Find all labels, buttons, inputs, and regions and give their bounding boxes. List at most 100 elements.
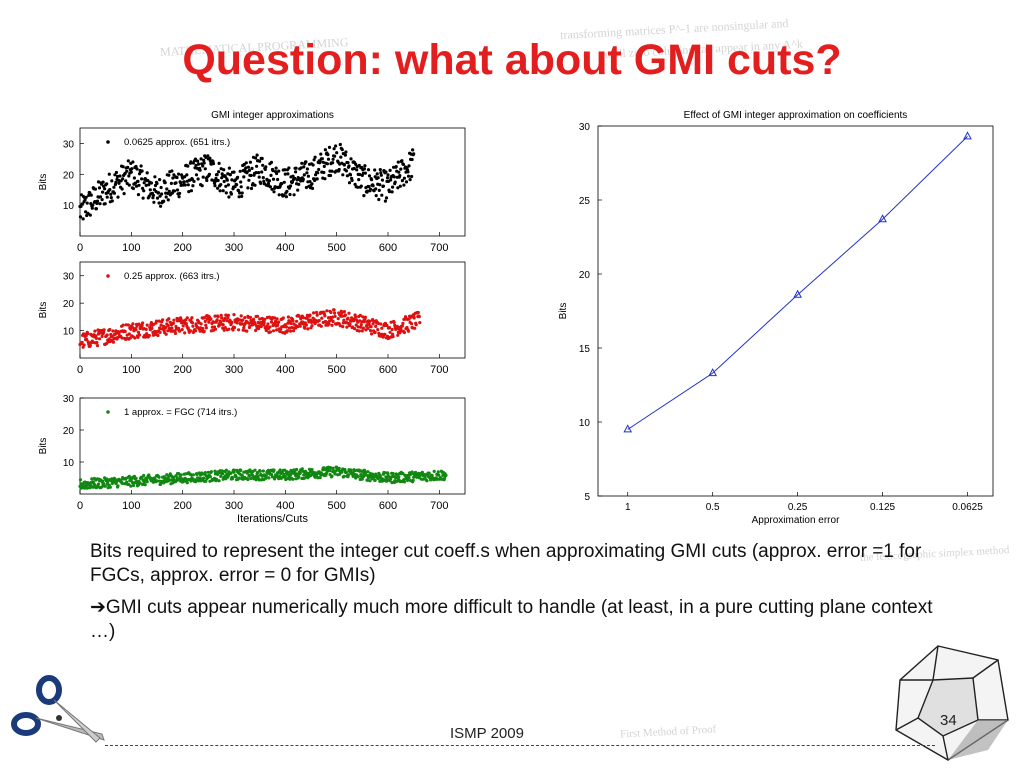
data-point xyxy=(202,161,206,165)
data-point xyxy=(338,324,342,328)
data-point xyxy=(223,326,227,330)
data-point xyxy=(389,178,393,182)
data-point xyxy=(79,193,84,197)
data-point xyxy=(318,475,322,480)
data-point xyxy=(248,160,252,164)
data-point xyxy=(380,332,384,336)
y-tick-label: 10 xyxy=(63,458,75,469)
data-point xyxy=(263,167,267,171)
data-point xyxy=(406,329,411,333)
data-point xyxy=(423,475,427,479)
data-point xyxy=(320,157,324,161)
data-point xyxy=(288,184,293,188)
data-point xyxy=(364,473,368,477)
data-point xyxy=(177,472,181,476)
data-point xyxy=(359,184,363,188)
data-point xyxy=(341,325,345,329)
data-point xyxy=(305,167,309,171)
data-point xyxy=(401,321,405,325)
data-point xyxy=(191,184,195,188)
data-point xyxy=(369,325,373,329)
data-point xyxy=(155,479,159,483)
data-point xyxy=(274,166,278,170)
data-point xyxy=(244,166,248,170)
data-point xyxy=(273,316,277,320)
data-point xyxy=(357,329,361,333)
data-point xyxy=(239,185,243,189)
plot-frame xyxy=(597,125,994,497)
data-point xyxy=(343,153,347,157)
data-point xyxy=(332,308,336,312)
x-tick-label: 600 xyxy=(379,242,397,254)
data-point xyxy=(95,199,100,203)
data-point xyxy=(219,313,223,317)
data-point xyxy=(290,325,294,330)
data-point xyxy=(363,315,367,319)
data-point xyxy=(326,157,331,161)
data-point xyxy=(110,334,114,338)
x-tick-label: 600 xyxy=(379,500,397,512)
data-point xyxy=(180,328,184,332)
data-point xyxy=(201,326,205,331)
data-point xyxy=(93,329,97,333)
data-point xyxy=(232,170,236,174)
data-point xyxy=(165,187,169,191)
data-point xyxy=(248,315,252,319)
data-point xyxy=(264,476,268,480)
data-point xyxy=(375,172,379,176)
data-point xyxy=(274,319,278,323)
data-point xyxy=(282,180,286,184)
data-point xyxy=(156,333,160,338)
data-point xyxy=(237,476,241,480)
data-point xyxy=(344,470,348,474)
data-point xyxy=(225,178,229,182)
data-point xyxy=(261,163,265,167)
data-point xyxy=(384,479,389,483)
y-tick-label: 30 xyxy=(579,122,591,133)
x-tick-label: 0.25 xyxy=(788,502,808,513)
data-point xyxy=(394,165,398,169)
data-point xyxy=(367,174,372,178)
data-point xyxy=(249,186,254,191)
data-point xyxy=(283,172,287,176)
data-point xyxy=(317,319,321,323)
data-point xyxy=(227,327,231,331)
data-point xyxy=(140,476,144,480)
legend-marker xyxy=(106,140,110,144)
data-point xyxy=(167,317,171,321)
data-point xyxy=(420,470,424,474)
data-point xyxy=(216,315,220,319)
data-point xyxy=(153,175,157,179)
data-point xyxy=(154,319,159,323)
data-point xyxy=(340,148,344,152)
data-point xyxy=(120,336,124,340)
data-point xyxy=(374,324,378,328)
data-point xyxy=(213,327,218,331)
data-point xyxy=(250,473,255,477)
data-point xyxy=(222,328,226,332)
x-tick-label: 300 xyxy=(225,364,243,376)
data-point xyxy=(232,313,236,317)
data-point xyxy=(381,184,385,188)
data-point xyxy=(100,334,104,338)
data-point xyxy=(199,322,203,326)
data-point xyxy=(145,480,149,484)
data-point xyxy=(96,180,101,184)
data-marker xyxy=(793,289,802,298)
y-axis-label: Bits xyxy=(38,174,49,191)
data-point xyxy=(219,183,223,187)
data-point xyxy=(267,179,271,183)
x-tick-label: 500 xyxy=(327,500,345,512)
data-point xyxy=(105,333,109,337)
data-point xyxy=(186,183,190,187)
data-point xyxy=(374,194,378,198)
data-point xyxy=(340,314,344,318)
data-point xyxy=(136,330,141,334)
data-point xyxy=(81,202,85,206)
data-point xyxy=(88,213,92,217)
data-point xyxy=(275,171,279,176)
data-point xyxy=(120,187,124,191)
data-point xyxy=(332,147,336,151)
data-point xyxy=(325,309,329,313)
legend-label: 0.25 approx. (663 itrs.) xyxy=(124,271,220,282)
